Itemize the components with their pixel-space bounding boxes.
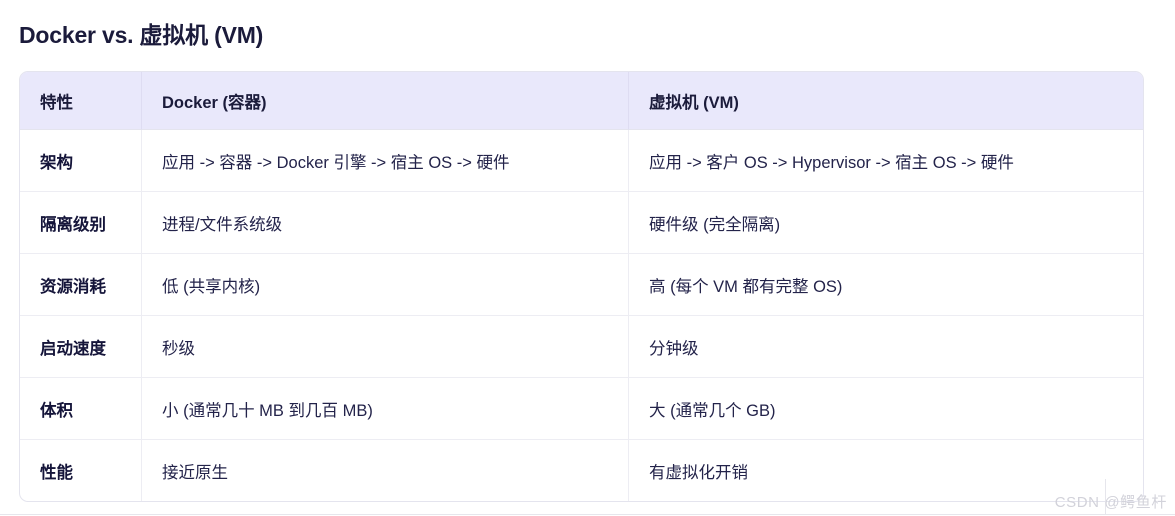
- cell-vm: 有虚拟化开销: [649, 463, 748, 482]
- table-header: 特性 Docker (容器) 虚拟机 (VM): [20, 72, 1143, 130]
- table-row: 架构 应用 -> 容器 -> Docker 引擎 -> 宿主 OS -> 硬件 …: [20, 130, 1143, 192]
- table-row: 启动速度 秒级 分钟级: [20, 316, 1143, 378]
- cell-feature: 资源消耗: [20, 254, 142, 316]
- cell-vm: 分钟级: [629, 316, 1143, 378]
- csdn-watermark: CSDN @鳄鱼杆: [1054, 494, 1167, 511]
- cell-feature: 性能: [20, 440, 142, 501]
- cell-vm: 硬件级 (完全隔离): [629, 192, 1143, 254]
- cell-vm: 应用 -> 客户 OS -> Hypervisor -> 宿主 OS -> 硬件: [629, 130, 1143, 192]
- table-row: 隔离级别 进程/文件系统级 硬件级 (完全隔离): [20, 192, 1143, 254]
- cell-feature: 架构: [20, 130, 142, 192]
- table-row: 资源消耗 低 (共享内核) 高 (每个 VM 都有完整 OS): [20, 254, 1143, 316]
- cell-docker: 低 (共享内核): [142, 254, 629, 316]
- cell-docker: 应用 -> 容器 -> Docker 引擎 -> 宿主 OS -> 硬件: [142, 130, 629, 192]
- cell-docker: 接近原生: [142, 440, 629, 501]
- cell-feature: 体积: [20, 378, 142, 440]
- cell-vm: 高 (每个 VM 都有完整 OS): [629, 254, 1143, 316]
- table-header-row: 特性 Docker (容器) 虚拟机 (VM): [20, 72, 1143, 130]
- cell-feature: 启动速度: [20, 316, 142, 378]
- table-row: 体积 小 (通常几十 MB 到几百 MB) 大 (通常几个 GB): [20, 378, 1143, 440]
- column-header-docker: Docker (容器): [142, 72, 629, 130]
- cell-vm: 大 (通常几个 GB): [629, 378, 1143, 440]
- column-header-vm: 虚拟机 (VM): [629, 72, 1143, 130]
- docker-vs-vm-table: 特性 Docker (容器) 虚拟机 (VM) 架构 应用 -> 容器 -> D…: [19, 71, 1144, 502]
- table-body: 架构 应用 -> 容器 -> Docker 引擎 -> 宿主 OS -> 硬件 …: [20, 130, 1143, 501]
- watermark-rule: [0, 514, 1175, 515]
- cell-docker: 小 (通常几十 MB 到几百 MB): [142, 378, 629, 440]
- table-row: 性能 接近原生 有虚拟化开销: [20, 440, 1143, 501]
- watermark-tick: [1105, 479, 1106, 515]
- cell-docker: 进程/文件系统级: [142, 192, 629, 254]
- cell-feature: 隔离级别: [20, 192, 142, 254]
- cell-docker: 秒级: [142, 316, 629, 378]
- comparison-table-container: 特性 Docker (容器) 虚拟机 (VM) 架构 应用 -> 容器 -> D…: [19, 71, 1144, 502]
- column-header-feature: 特性: [20, 72, 142, 130]
- page-title: Docker vs. 虚拟机 (VM): [19, 22, 264, 48]
